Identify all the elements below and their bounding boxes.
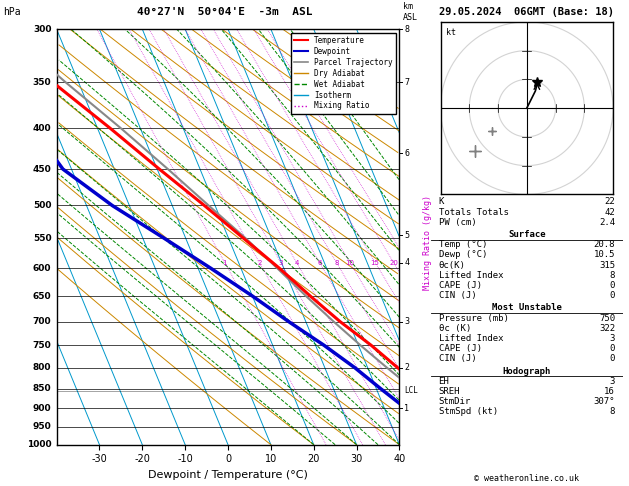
- Text: 1: 1: [223, 260, 227, 265]
- Text: 950: 950: [33, 422, 52, 432]
- X-axis label: Dewpoint / Temperature (°C): Dewpoint / Temperature (°C): [148, 470, 308, 480]
- Text: 650: 650: [33, 292, 52, 300]
- Text: 450: 450: [33, 165, 52, 174]
- Text: 2: 2: [257, 260, 262, 265]
- Text: 800: 800: [33, 363, 52, 372]
- Text: Temp (°C): Temp (°C): [438, 240, 487, 249]
- Text: 7: 7: [404, 78, 409, 87]
- Text: 500: 500: [33, 201, 52, 210]
- Text: CAPE (J): CAPE (J): [438, 281, 482, 290]
- Legend: Temperature, Dewpoint, Parcel Trajectory, Dry Adiabat, Wet Adiabat, Isotherm, Mi: Temperature, Dewpoint, Parcel Trajectory…: [291, 33, 396, 114]
- Text: 0: 0: [610, 344, 615, 353]
- Text: 10.5: 10.5: [594, 250, 615, 260]
- Text: θc (K): θc (K): [438, 324, 470, 333]
- Text: 300: 300: [33, 25, 52, 34]
- Text: 4: 4: [404, 258, 409, 267]
- Text: 6: 6: [404, 149, 409, 158]
- Text: 20.8: 20.8: [594, 240, 615, 249]
- Text: Hodograph: Hodograph: [503, 366, 551, 376]
- Text: Surface: Surface: [508, 230, 545, 239]
- Text: 600: 600: [33, 264, 52, 273]
- Text: K: K: [438, 197, 444, 207]
- Text: 0: 0: [610, 291, 615, 300]
- Text: 8: 8: [404, 25, 409, 34]
- Text: 8: 8: [610, 271, 615, 280]
- Text: CIN (J): CIN (J): [438, 354, 476, 364]
- Text: 1000: 1000: [27, 440, 52, 449]
- Text: 0: 0: [610, 281, 615, 290]
- Text: 2: 2: [404, 363, 409, 372]
- Text: Dewp (°C): Dewp (°C): [438, 250, 487, 260]
- Text: 3: 3: [404, 317, 409, 326]
- Text: 29.05.2024  06GMT (Base: 18): 29.05.2024 06GMT (Base: 18): [439, 7, 615, 17]
- Text: 6: 6: [317, 260, 322, 265]
- Text: 900: 900: [33, 404, 52, 413]
- Text: 322: 322: [599, 324, 615, 333]
- Text: 3: 3: [279, 260, 283, 265]
- Text: 750: 750: [599, 313, 615, 323]
- Text: 8: 8: [334, 260, 338, 265]
- Text: 550: 550: [33, 234, 52, 243]
- Text: 750: 750: [33, 341, 52, 350]
- Text: StmSpd (kt): StmSpd (kt): [438, 407, 498, 417]
- Text: Pressure (mb): Pressure (mb): [438, 313, 508, 323]
- Text: hPa: hPa: [3, 7, 21, 17]
- Text: 3: 3: [610, 377, 615, 386]
- Text: 850: 850: [33, 384, 52, 393]
- Text: 350: 350: [33, 78, 52, 87]
- Text: CAPE (J): CAPE (J): [438, 344, 482, 353]
- Text: θc(K): θc(K): [438, 260, 465, 270]
- Text: 315: 315: [599, 260, 615, 270]
- Text: 42: 42: [604, 208, 615, 217]
- Text: Most Unstable: Most Unstable: [492, 303, 562, 312]
- Text: 20: 20: [389, 260, 398, 265]
- Text: 22: 22: [604, 197, 615, 207]
- Text: LCL: LCL: [404, 386, 418, 395]
- Text: kt: kt: [446, 28, 456, 36]
- Text: Lifted Index: Lifted Index: [438, 271, 503, 280]
- Text: PW (cm): PW (cm): [438, 218, 476, 227]
- Text: 307°: 307°: [594, 397, 615, 406]
- Text: EH: EH: [438, 377, 449, 386]
- Text: 5: 5: [404, 231, 409, 240]
- Text: 15: 15: [370, 260, 379, 265]
- Text: Lifted Index: Lifted Index: [438, 334, 503, 343]
- Text: 40°27'N  50°04'E  -3m  ASL: 40°27'N 50°04'E -3m ASL: [137, 7, 313, 17]
- Text: StmDir: StmDir: [438, 397, 470, 406]
- Text: 2.4: 2.4: [599, 218, 615, 227]
- Text: SREH: SREH: [438, 387, 460, 396]
- Text: © weatheronline.co.uk: © weatheronline.co.uk: [474, 474, 579, 483]
- Text: Totals Totals: Totals Totals: [438, 208, 508, 217]
- Text: 400: 400: [33, 124, 52, 133]
- Text: 8: 8: [610, 407, 615, 417]
- Text: 4: 4: [294, 260, 299, 265]
- Text: 3: 3: [610, 334, 615, 343]
- Text: km
ASL: km ASL: [403, 2, 418, 22]
- Text: CIN (J): CIN (J): [438, 291, 476, 300]
- Text: 700: 700: [33, 317, 52, 326]
- Text: 16: 16: [604, 387, 615, 396]
- Text: Mixing Ratio (g/kg): Mixing Ratio (g/kg): [423, 195, 432, 291]
- Text: 10: 10: [345, 260, 354, 265]
- Text: 1: 1: [404, 404, 409, 413]
- Text: 0: 0: [610, 354, 615, 364]
